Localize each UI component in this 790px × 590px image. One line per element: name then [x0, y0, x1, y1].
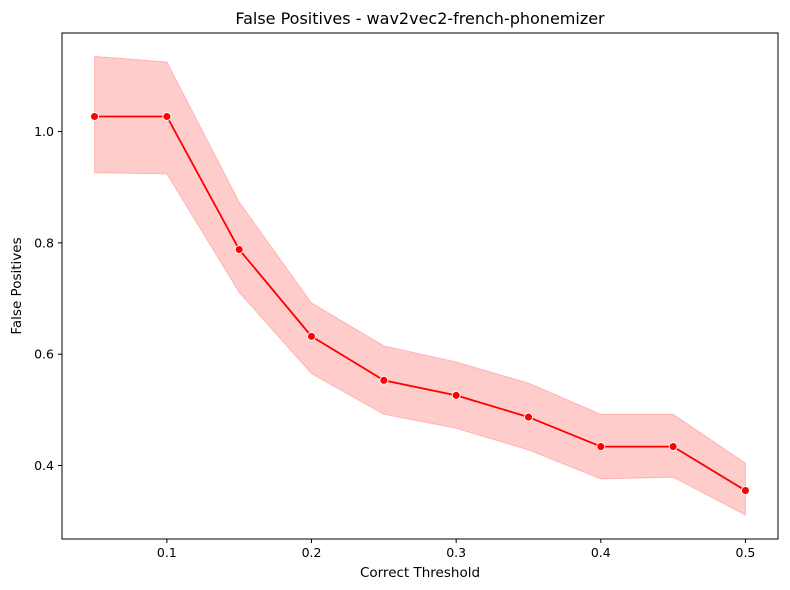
data-point — [524, 412, 533, 422]
confidence-band — [94, 55, 746, 516]
x-tick-label: 0.3 — [446, 545, 466, 560]
data-point — [379, 375, 389, 385]
y-axis-label: False Positives — [9, 237, 25, 334]
data-point — [668, 442, 678, 452]
plot-frame — [61, 32, 779, 540]
series-line — [94, 115, 746, 492]
y-axis: 0.4 0.6 0.8 1.0 — [34, 124, 62, 473]
x-axis: 0.1 0.2 0.3 0.4 0.5 — [157, 539, 755, 560]
data-point — [307, 331, 316, 341]
data-point — [90, 112, 100, 121]
data-point — [451, 390, 461, 400]
x-tick-label: 0.2 — [302, 545, 322, 560]
data-point — [162, 112, 172, 121]
y-tick-label: 0.6 — [34, 347, 54, 362]
data-point — [741, 486, 750, 496]
y-tick-label: 0.4 — [34, 458, 54, 473]
chart-title: False Positives - wav2vec2-french-phonem… — [235, 9, 605, 28]
y-tick-label: 1.0 — [34, 124, 54, 139]
data-point — [234, 245, 244, 254]
plot-area — [90, 55, 750, 516]
y-tick-label: 0.8 — [34, 235, 54, 250]
data-point — [596, 442, 606, 452]
x-tick-label: 0.5 — [736, 545, 756, 560]
x-tick-label: 0.1 — [157, 545, 177, 560]
x-tick-label: 0.4 — [591, 545, 611, 560]
x-axis-label: Correct Threshold — [360, 565, 480, 581]
